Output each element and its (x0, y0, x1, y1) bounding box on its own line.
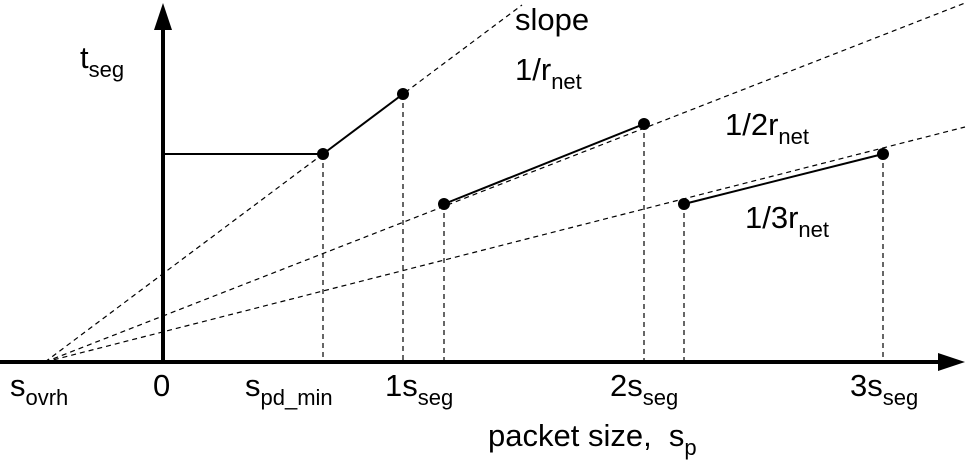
y-axis-label-subscript: seg (89, 57, 124, 82)
x-tick-label-text: 2s (610, 368, 643, 403)
x-tick-label: 3sseg (850, 368, 918, 410)
x-tick-label-subscript: ovrh (26, 385, 69, 410)
x-tick-label: spd_min (245, 368, 333, 410)
x-axis-title-text: packet size, s (488, 418, 684, 453)
slope-label: 1/rnet (515, 52, 582, 94)
x-tick-label: 0 (153, 368, 170, 403)
x-tick-label-text: 3s (850, 368, 883, 403)
x-tick-label-text: s (245, 368, 261, 403)
x-tick-label-text: s (10, 368, 26, 403)
x-tick-label: 1sseg (385, 368, 453, 410)
segment (443, 123, 645, 205)
point (397, 88, 409, 100)
x-axis-title-subscript: p (684, 435, 696, 460)
slope-line (44, 4, 523, 363)
slope-line (44, 2, 966, 363)
slope-label-text: 1/3r (745, 200, 798, 235)
slope-line (44, 126, 966, 363)
x-tick-label-subscript: seg (883, 385, 918, 410)
slope-label-text: 1/r (515, 52, 551, 87)
slope-label: slope (515, 2, 589, 37)
slope-label: 1/2rnet (725, 107, 809, 149)
segment (322, 93, 404, 155)
x-tick-label-text: 0 (153, 368, 170, 403)
x-tick-label-subscript: pd_min (261, 385, 333, 410)
segment (683, 153, 884, 205)
point (638, 118, 650, 130)
x-tick-label: sovrh (10, 368, 68, 410)
x-axis-title: packet size, sp (488, 418, 697, 460)
x-axis-arrow (938, 353, 965, 371)
slope-label-subscript: net (778, 124, 809, 149)
x-tick-label-text: 1s (385, 368, 418, 403)
slope-label-text: slope (515, 2, 589, 37)
y-axis-arrow (154, 3, 172, 30)
y-axis-label: tseg (80, 40, 124, 82)
point (678, 198, 690, 210)
slope-label-text: 1/2r (725, 107, 778, 142)
x-tick-label-subscript: seg (418, 385, 453, 410)
slope-label: 1/3rnet (745, 200, 829, 242)
point (438, 198, 450, 210)
x-tick-label-subscript: seg (643, 385, 678, 410)
y-axis-label-text: t (80, 40, 89, 75)
point (317, 148, 329, 160)
x-tick-label: 2sseg (610, 368, 678, 410)
point (877, 148, 889, 160)
slope-label-subscript: net (798, 217, 829, 242)
slope-label-subscript: net (551, 69, 582, 94)
